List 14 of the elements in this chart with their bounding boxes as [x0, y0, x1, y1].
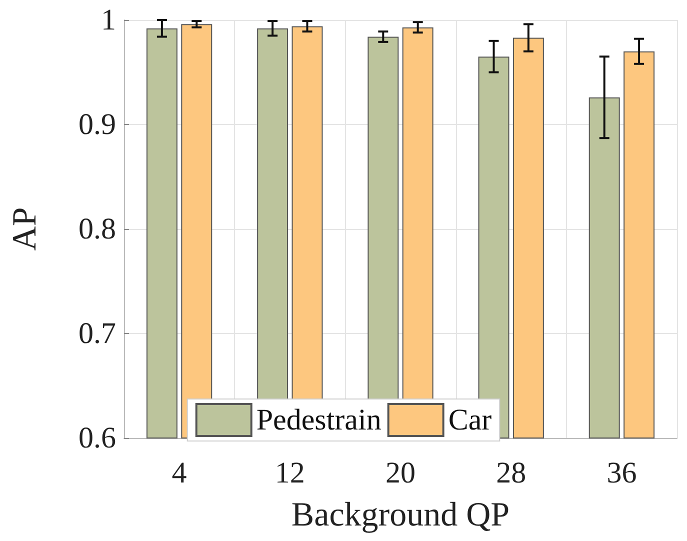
x-axis-title: Background QP	[291, 496, 510, 534]
x-tick-label: 28	[496, 456, 526, 490]
x-tick-label: 4	[172, 456, 187, 490]
y-tick-label: 0.9	[78, 108, 116, 141]
y-axis-title: AP	[6, 207, 44, 251]
y-tick-label: 0.6	[78, 422, 116, 454]
x-tick-label: 36	[606, 456, 637, 490]
x-tick-label: 20	[386, 456, 416, 490]
legend-label: Pedestrain	[256, 404, 382, 436]
y-tick-label: 0.8	[78, 212, 116, 246]
y-tick-label: 0.7	[78, 317, 116, 350]
y-tick-label: 1	[101, 4, 116, 36]
x-tick-label: 12	[274, 456, 305, 490]
legend-label: Car	[448, 404, 492, 436]
